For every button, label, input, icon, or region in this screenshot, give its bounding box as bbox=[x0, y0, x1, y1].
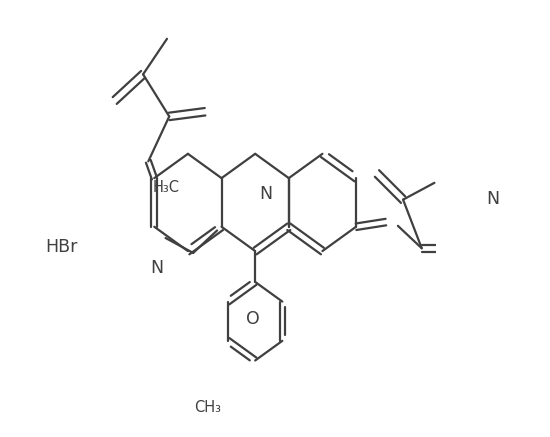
Text: O: O bbox=[246, 310, 260, 328]
Text: H₃C: H₃C bbox=[152, 180, 179, 194]
Text: CH₃: CH₃ bbox=[195, 399, 222, 415]
Text: N: N bbox=[260, 185, 273, 203]
Text: N: N bbox=[487, 190, 500, 208]
Text: N: N bbox=[150, 259, 163, 277]
Text: HBr: HBr bbox=[45, 238, 78, 256]
